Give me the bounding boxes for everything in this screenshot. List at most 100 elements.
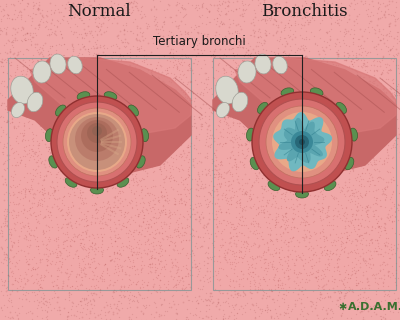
Point — [382, 262, 388, 268]
Point — [44, 271, 50, 276]
Point — [192, 295, 198, 300]
Point — [13, 98, 20, 103]
Point — [380, 85, 387, 91]
Point — [332, 107, 338, 112]
Point — [284, 225, 290, 230]
Point — [41, 261, 47, 266]
Point — [8, 186, 14, 191]
Point — [302, 130, 308, 135]
Point — [304, 182, 310, 187]
Point — [247, 197, 254, 203]
Point — [27, 100, 33, 106]
Point — [208, 188, 215, 193]
Point — [94, 33, 100, 38]
Point — [300, 153, 307, 158]
Point — [242, 211, 248, 216]
Point — [364, 140, 370, 146]
Point — [168, 236, 174, 241]
Point — [141, 216, 148, 221]
Point — [384, 284, 390, 289]
Point — [213, 148, 219, 154]
Point — [29, 148, 35, 154]
Point — [304, 228, 310, 233]
Point — [33, 68, 39, 74]
Point — [85, 204, 91, 210]
Point — [252, 316, 258, 320]
Point — [216, 262, 222, 268]
Point — [133, 295, 139, 300]
Point — [213, 100, 219, 105]
Point — [161, 72, 167, 77]
Point — [242, 131, 248, 136]
Point — [291, 180, 297, 186]
Point — [114, 270, 120, 275]
Point — [311, 262, 317, 268]
Point — [217, 184, 224, 189]
Point — [247, 289, 253, 294]
Point — [334, 86, 341, 91]
Point — [162, 191, 168, 196]
Point — [210, 174, 217, 180]
Point — [372, 162, 378, 167]
Point — [225, 220, 232, 226]
Point — [40, 188, 47, 193]
Point — [6, 82, 12, 87]
Point — [169, 165, 176, 170]
Point — [252, 255, 258, 260]
Point — [382, 78, 389, 83]
Point — [293, 244, 300, 249]
Point — [360, 72, 367, 77]
Point — [294, 148, 300, 154]
Point — [56, 258, 62, 263]
Point — [111, 186, 118, 191]
Point — [153, 130, 160, 135]
Point — [272, 164, 279, 169]
Point — [180, 95, 186, 100]
Point — [225, 115, 231, 120]
Point — [303, 35, 310, 40]
Point — [236, 136, 243, 141]
Point — [181, 229, 188, 235]
Point — [76, 215, 82, 220]
Point — [95, 258, 102, 263]
Point — [314, 259, 321, 264]
Point — [324, 176, 330, 181]
Point — [369, 258, 376, 263]
Point — [333, 124, 339, 130]
Point — [384, 214, 390, 220]
Point — [261, 266, 268, 271]
Point — [54, 255, 60, 260]
Point — [135, 254, 141, 260]
Point — [152, 270, 158, 275]
Point — [91, 117, 97, 122]
Point — [246, 277, 252, 283]
Point — [157, 213, 164, 218]
Point — [8, 204, 15, 209]
Point — [248, 99, 254, 104]
Point — [209, 240, 216, 245]
Point — [369, 81, 376, 86]
Point — [368, 116, 375, 122]
Point — [392, 209, 398, 214]
Point — [346, 124, 352, 130]
Point — [131, 65, 138, 70]
Point — [41, 124, 47, 129]
Point — [175, 301, 182, 307]
Point — [134, 46, 140, 51]
Point — [172, 201, 178, 206]
Point — [154, 119, 160, 124]
Point — [228, 94, 235, 99]
Point — [35, 300, 42, 305]
Point — [338, 209, 345, 214]
Point — [264, 308, 270, 313]
Point — [336, 138, 342, 143]
Point — [66, 289, 72, 294]
Point — [320, 230, 327, 235]
Point — [158, 208, 164, 213]
Point — [283, 101, 290, 106]
Point — [382, 133, 388, 139]
Point — [77, 283, 83, 288]
Point — [56, 195, 62, 200]
Point — [172, 159, 178, 164]
Point — [8, 226, 15, 231]
